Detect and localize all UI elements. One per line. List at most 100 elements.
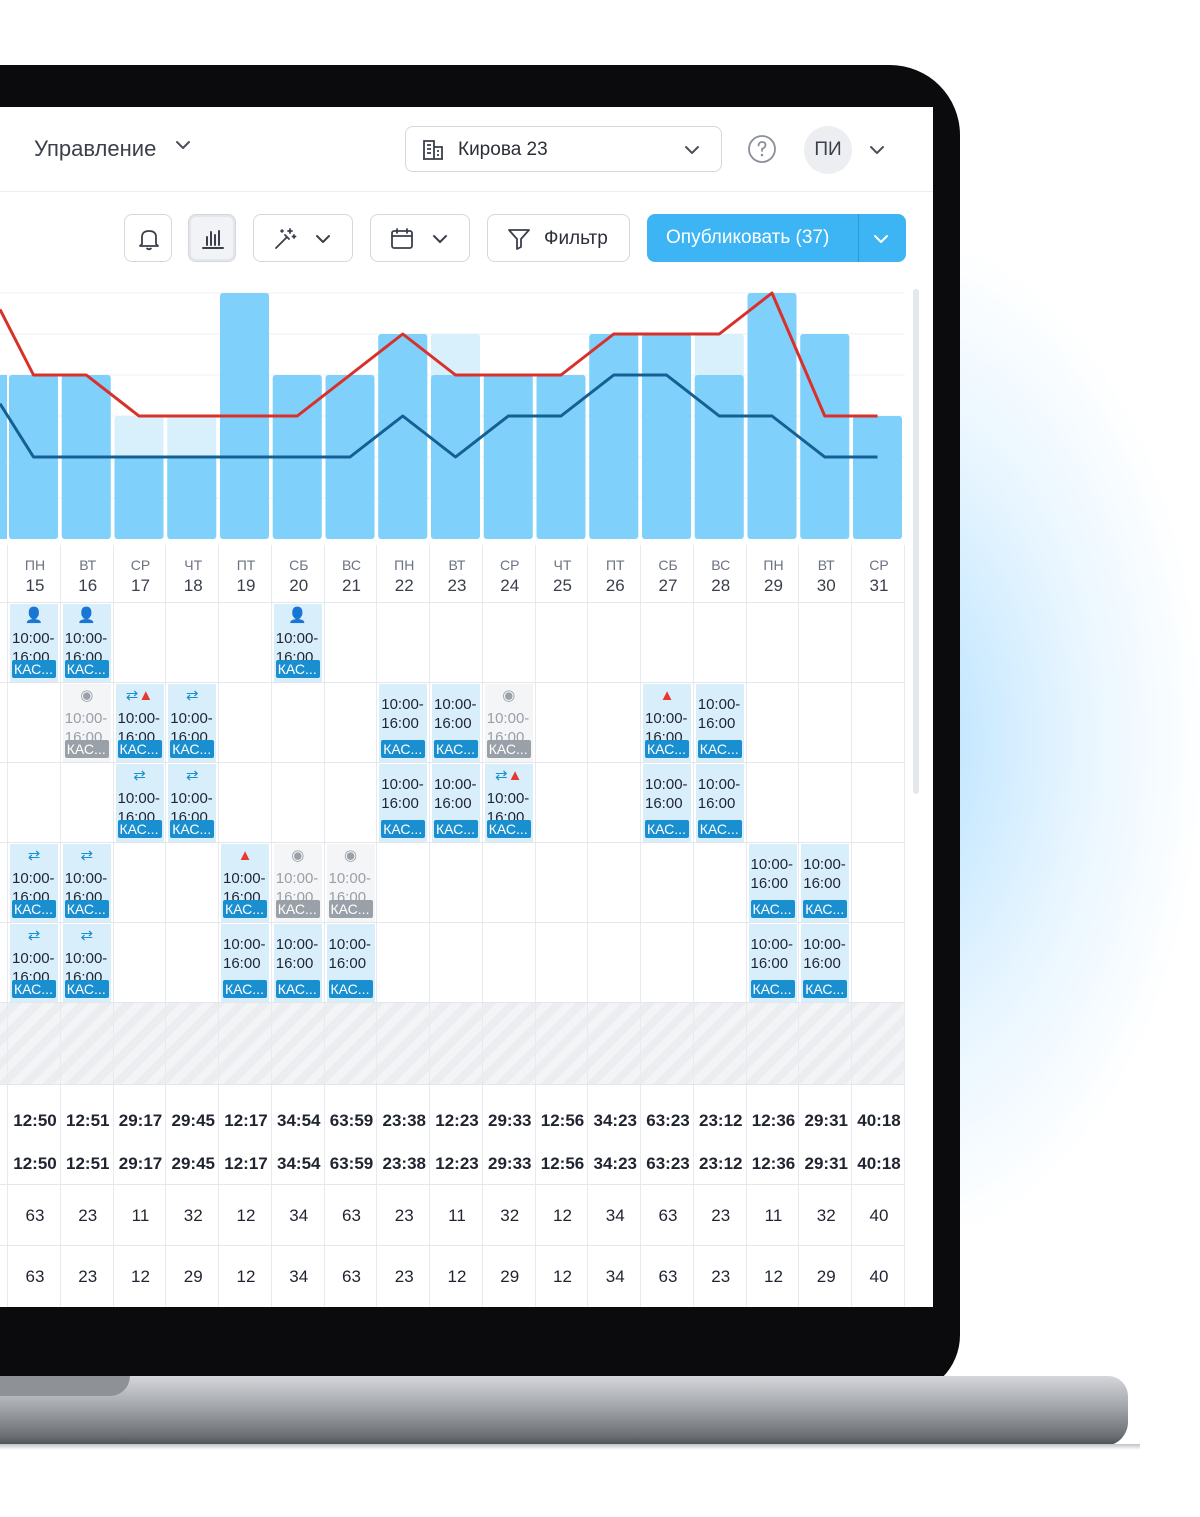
shift-card[interactable]: ⇄ 10:00- 16:00 КАС... <box>62 844 111 922</box>
chart-bar[interactable] <box>694 375 744 539</box>
chart-bar[interactable] <box>114 457 164 539</box>
chart-bar[interactable] <box>536 375 586 539</box>
day-header[interactable]: СБ 20 <box>273 557 325 596</box>
day-header[interactable]: ПТ 19 <box>220 557 272 596</box>
management-menu[interactable]: Управление <box>34 136 190 162</box>
shift-card[interactable]: ◉ 10:00- 16:00 КАС... <box>62 684 111 762</box>
shift-card[interactable]: 10:00- 16:00 КАС... <box>326 924 375 1002</box>
shift-card[interactable]: 10:00- 16:00 КАС... <box>695 684 744 762</box>
day-header[interactable]: СР 31 <box>853 557 905 596</box>
shift-card[interactable]: ⇄▲ 10:00- 16:00 КАС... <box>484 764 533 842</box>
day-header[interactable]: СР 24 <box>484 557 536 596</box>
chart-bar[interactable] <box>642 334 691 539</box>
shift-end: 16:00 <box>697 795 736 812</box>
chart-bar[interactable] <box>853 416 902 539</box>
planned-hours: 23:12 <box>699 1154 743 1173</box>
shift-card[interactable]: ▲ 10:00- 16:00 КАС... <box>221 844 269 922</box>
day-header[interactable]: ВС 28 <box>695 557 747 596</box>
magic-wand-dropdown[interactable] <box>253 214 353 262</box>
chevron-down-icon[interactable] <box>871 229 891 249</box>
vertical-scrollbar[interactable] <box>913 289 919 794</box>
date-label: 28 <box>711 576 731 595</box>
filter-button[interactable]: Фильтр <box>487 214 630 262</box>
avatar[interactable]: ПИ <box>804 126 852 174</box>
shift-role-tag: КАС... <box>803 980 848 998</box>
chevron-down-icon[interactable] <box>866 139 888 161</box>
publish-button[interactable]: Опубликовать (37) <box>647 214 906 262</box>
shift-card[interactable]: ◉ 10:00- 16:00 КАС... <box>273 844 322 922</box>
shift-role-tag: КАС... <box>750 980 795 998</box>
location-select[interactable]: Кирова 23 <box>405 126 722 172</box>
day-header[interactable]: ПН 29 <box>748 557 800 596</box>
weekday-label: ПТ <box>605 557 625 573</box>
day-header[interactable]: СБ 27 <box>642 557 694 596</box>
day-header[interactable]: СР 17 <box>115 557 167 596</box>
shift-role-tag: КАС... <box>434 740 478 758</box>
shift-card[interactable]: 10:00- 16:00 КАС... <box>273 924 322 1002</box>
notifications-button[interactable] <box>124 214 172 262</box>
shift-card[interactable]: ⇄ 10:00- 16:00 КАС... <box>10 924 58 1002</box>
shift-card[interactable]: ⇄ 10:00- 16:00 КАС... <box>168 764 217 842</box>
laptop-shadow <box>0 1444 1140 1450</box>
shift-card[interactable]: 10:00- 16:00 КАС... <box>379 684 428 762</box>
chart-bar[interactable] <box>589 334 639 539</box>
shift-card[interactable]: 10:00- 16:00 КАС... <box>801 844 850 922</box>
shift-card[interactable]: ◉ 10:00- 16:00 КАС... <box>484 684 533 762</box>
chart-bar[interactable] <box>483 375 533 539</box>
shift-card[interactable]: 10:00- 16:00 КАС... <box>801 924 850 1002</box>
shift-card[interactable]: 👤 10:00- 16:00 КАС... <box>10 604 58 682</box>
shift-card[interactable]: 10:00- 16:00 КАС... <box>432 684 480 762</box>
shift-card[interactable]: ⇄ 10:00- 16:00 КАС... <box>168 684 217 762</box>
day-header[interactable]: ВТ 30 <box>800 557 852 596</box>
count-value: 23 <box>78 1206 98 1225</box>
column-divider <box>218 545 219 1307</box>
warn-icon: ▲ <box>237 847 253 864</box>
shift-role-tag: КАС... <box>645 740 689 758</box>
shift-card[interactable]: 10:00- 16:00 КАС... <box>748 844 797 922</box>
shift-card[interactable]: 10:00- 16:00 КАС... <box>695 764 744 842</box>
shift-card[interactable]: ⇄ 10:00- 16:00 КАС... <box>115 764 164 842</box>
day-header[interactable]: ПТ 26 <box>589 557 641 596</box>
planned-hours: 40:18 <box>857 1154 901 1173</box>
day-header[interactable]: ВС 21 <box>326 557 378 596</box>
weekday-label: ЧТ <box>553 557 572 573</box>
shift-start: 10:00- <box>64 710 108 727</box>
shift-start: 10:00- <box>12 630 55 647</box>
calendar-icon <box>391 228 413 249</box>
total-hours: 12:56 <box>540 1111 585 1130</box>
chart-toggle-button[interactable] <box>188 214 236 262</box>
shift-card[interactable]: ▲ 10:00- 16:00 КАС... <box>643 684 691 762</box>
calendar-dropdown[interactable] <box>370 214 470 262</box>
shift-card[interactable]: ⇄▲ 10:00- 16:00 КАС... <box>115 684 164 762</box>
chart-bar[interactable] <box>800 334 850 539</box>
day-header[interactable]: ПН 15 <box>9 557 61 596</box>
shift-card[interactable]: ⇄ 10:00- 16:00 КАС... <box>10 844 58 922</box>
filter-label: Фильтр <box>544 228 608 249</box>
help-icon[interactable] <box>747 134 777 164</box>
day-header[interactable]: ПН 22 <box>378 557 430 596</box>
day-header[interactable]: ВТ 23 <box>431 557 483 596</box>
row-divider <box>0 1245 905 1246</box>
shift-role-tag: КАС... <box>12 660 56 678</box>
shift-card[interactable]: 10:00- 16:00 КАС... <box>379 764 428 842</box>
shift-start: 10:00- <box>12 870 55 887</box>
cycle-icon: ⇄ <box>185 767 199 784</box>
shift-card[interactable]: ◉ 10:00- 16:00 КАС... <box>326 844 375 922</box>
count-value: 12 <box>131 1267 150 1286</box>
shift-end: 16:00 <box>803 955 841 972</box>
shift-card[interactable]: 👤 10:00- 16:00 КАС... <box>62 604 111 682</box>
shift-card[interactable]: 10:00- 16:00 КАС... <box>643 764 691 842</box>
shift-card[interactable]: 10:00- 16:00 КАС... <box>748 924 797 1002</box>
chart-bar[interactable] <box>167 457 217 539</box>
shift-card[interactable]: 👤 10:00- 16:00 КАС... <box>273 604 322 682</box>
day-header[interactable]: ВТ 16 <box>62 557 114 596</box>
chevron-down-icon <box>685 146 699 154</box>
shift-card[interactable]: ⇄ 10:00- 16:00 КАС... <box>62 924 111 1002</box>
row-divider <box>0 602 905 603</box>
shift-card[interactable]: 10:00- 16:00 КАС... <box>221 924 269 1002</box>
chart-bar[interactable] <box>378 334 428 539</box>
shift-end: 16:00 <box>328 955 367 972</box>
shift-card[interactable]: 10:00- 16:00 КАС... <box>432 764 480 842</box>
day-header[interactable]: ЧТ 25 <box>537 557 589 596</box>
day-header[interactable]: ЧТ 18 <box>167 557 219 596</box>
